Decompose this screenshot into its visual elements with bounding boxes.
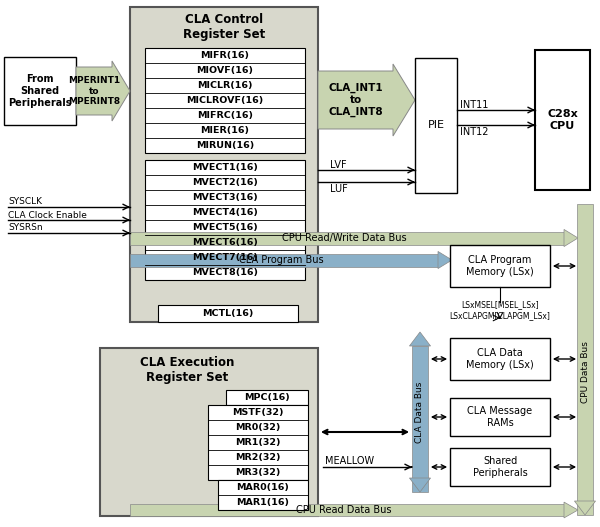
Text: MVECT7(16): MVECT7(16) xyxy=(192,253,258,262)
FancyBboxPatch shape xyxy=(450,398,550,436)
Text: CLA Execution
Register Set: CLA Execution Register Set xyxy=(140,356,234,384)
Text: From
Shared
Peripherals: From Shared Peripherals xyxy=(8,74,72,108)
FancyBboxPatch shape xyxy=(130,7,318,322)
Text: SYSRSn: SYSRSn xyxy=(8,223,43,232)
Text: MVECT1(16): MVECT1(16) xyxy=(192,163,258,172)
Text: MVECT8(16): MVECT8(16) xyxy=(192,268,258,277)
FancyBboxPatch shape xyxy=(450,448,550,486)
FancyBboxPatch shape xyxy=(450,338,550,380)
FancyBboxPatch shape xyxy=(577,204,593,515)
Text: INT12: INT12 xyxy=(460,127,488,137)
Polygon shape xyxy=(564,229,578,247)
Polygon shape xyxy=(409,478,431,492)
Polygon shape xyxy=(438,251,452,269)
FancyBboxPatch shape xyxy=(130,253,438,267)
Text: MIER(16): MIER(16) xyxy=(200,126,250,135)
FancyBboxPatch shape xyxy=(226,390,308,405)
Text: SYSCLK: SYSCLK xyxy=(8,198,42,207)
Polygon shape xyxy=(574,501,596,515)
Polygon shape xyxy=(409,332,431,346)
Text: CPU Read/Write Data Bus: CPU Read/Write Data Bus xyxy=(281,233,406,243)
FancyBboxPatch shape xyxy=(412,346,428,492)
Text: MPERINT1
to
MPERINT8: MPERINT1 to MPERINT8 xyxy=(68,76,120,106)
Text: CLA Program
Memory (LSx): CLA Program Memory (LSx) xyxy=(466,255,534,277)
Text: MPC(16): MPC(16) xyxy=(244,393,290,402)
Text: CLA Clock Enable: CLA Clock Enable xyxy=(8,210,87,220)
Text: MVECT6(16): MVECT6(16) xyxy=(192,238,258,247)
Polygon shape xyxy=(564,502,578,518)
Text: CLA Program Bus: CLA Program Bus xyxy=(239,255,323,265)
Text: CLA_INT1
to
CLA_INT8: CLA_INT1 to CLA_INT8 xyxy=(328,83,383,117)
Text: C28x
CPU: C28x CPU xyxy=(547,109,578,131)
Text: MSTF(32): MSTF(32) xyxy=(232,408,284,417)
FancyBboxPatch shape xyxy=(218,480,308,510)
Text: MIRUN(16): MIRUN(16) xyxy=(196,141,254,150)
FancyBboxPatch shape xyxy=(4,57,76,125)
FancyBboxPatch shape xyxy=(158,305,298,322)
Text: LUF: LUF xyxy=(330,184,348,194)
Text: MIOVF(16): MIOVF(16) xyxy=(197,66,254,75)
Text: LVF: LVF xyxy=(330,160,347,170)
FancyBboxPatch shape xyxy=(145,160,305,280)
Text: LSxMSEL[MSEL_LSx]
LSxCLAPGM[CLAPGM_LSx]: LSxMSEL[MSEL_LSx] LSxCLAPGM[CLAPGM_LSx] xyxy=(449,300,550,320)
Text: MR3(32): MR3(32) xyxy=(235,468,281,477)
Text: MVECT4(16): MVECT4(16) xyxy=(192,208,258,217)
Text: MVECT5(16): MVECT5(16) xyxy=(192,223,258,232)
Text: MR1(32): MR1(32) xyxy=(235,438,281,447)
Text: MIFR(16): MIFR(16) xyxy=(200,51,250,60)
Text: CPU Read Data Bus: CPU Read Data Bus xyxy=(296,505,392,515)
FancyBboxPatch shape xyxy=(415,58,457,193)
Text: MICLROVF(16): MICLROVF(16) xyxy=(187,96,263,105)
FancyBboxPatch shape xyxy=(100,348,318,516)
Text: Shared
Peripherals: Shared Peripherals xyxy=(473,456,527,478)
Text: MEALLOW: MEALLOW xyxy=(325,456,374,466)
FancyBboxPatch shape xyxy=(535,50,590,190)
Text: CLA Data Bus: CLA Data Bus xyxy=(415,382,425,443)
Polygon shape xyxy=(76,61,130,121)
FancyBboxPatch shape xyxy=(208,405,308,480)
Text: MR0(32): MR0(32) xyxy=(235,423,281,432)
Text: MIFRC(16): MIFRC(16) xyxy=(197,111,253,120)
Text: PIE: PIE xyxy=(427,121,445,131)
Text: MR2(32): MR2(32) xyxy=(235,453,281,462)
Text: CLA Data
Memory (LSx): CLA Data Memory (LSx) xyxy=(466,348,534,370)
FancyBboxPatch shape xyxy=(130,504,564,516)
FancyBboxPatch shape xyxy=(450,245,550,287)
Text: MVECT2(16): MVECT2(16) xyxy=(192,178,258,187)
FancyBboxPatch shape xyxy=(130,231,564,245)
Text: MAR1(16): MAR1(16) xyxy=(236,498,290,507)
Text: MVECT3(16): MVECT3(16) xyxy=(192,193,258,202)
FancyBboxPatch shape xyxy=(145,48,305,153)
Text: MCTL(16): MCTL(16) xyxy=(202,309,254,318)
Text: CLA Control
Register Set: CLA Control Register Set xyxy=(183,13,265,41)
Polygon shape xyxy=(318,64,415,136)
Text: MAR0(16): MAR0(16) xyxy=(236,483,289,492)
Text: CPU Data Bus: CPU Data Bus xyxy=(581,341,589,404)
Text: MICLR(16): MICLR(16) xyxy=(197,81,253,90)
Text: INT11: INT11 xyxy=(460,100,488,110)
Text: CLA Message
RAMs: CLA Message RAMs xyxy=(467,406,533,428)
